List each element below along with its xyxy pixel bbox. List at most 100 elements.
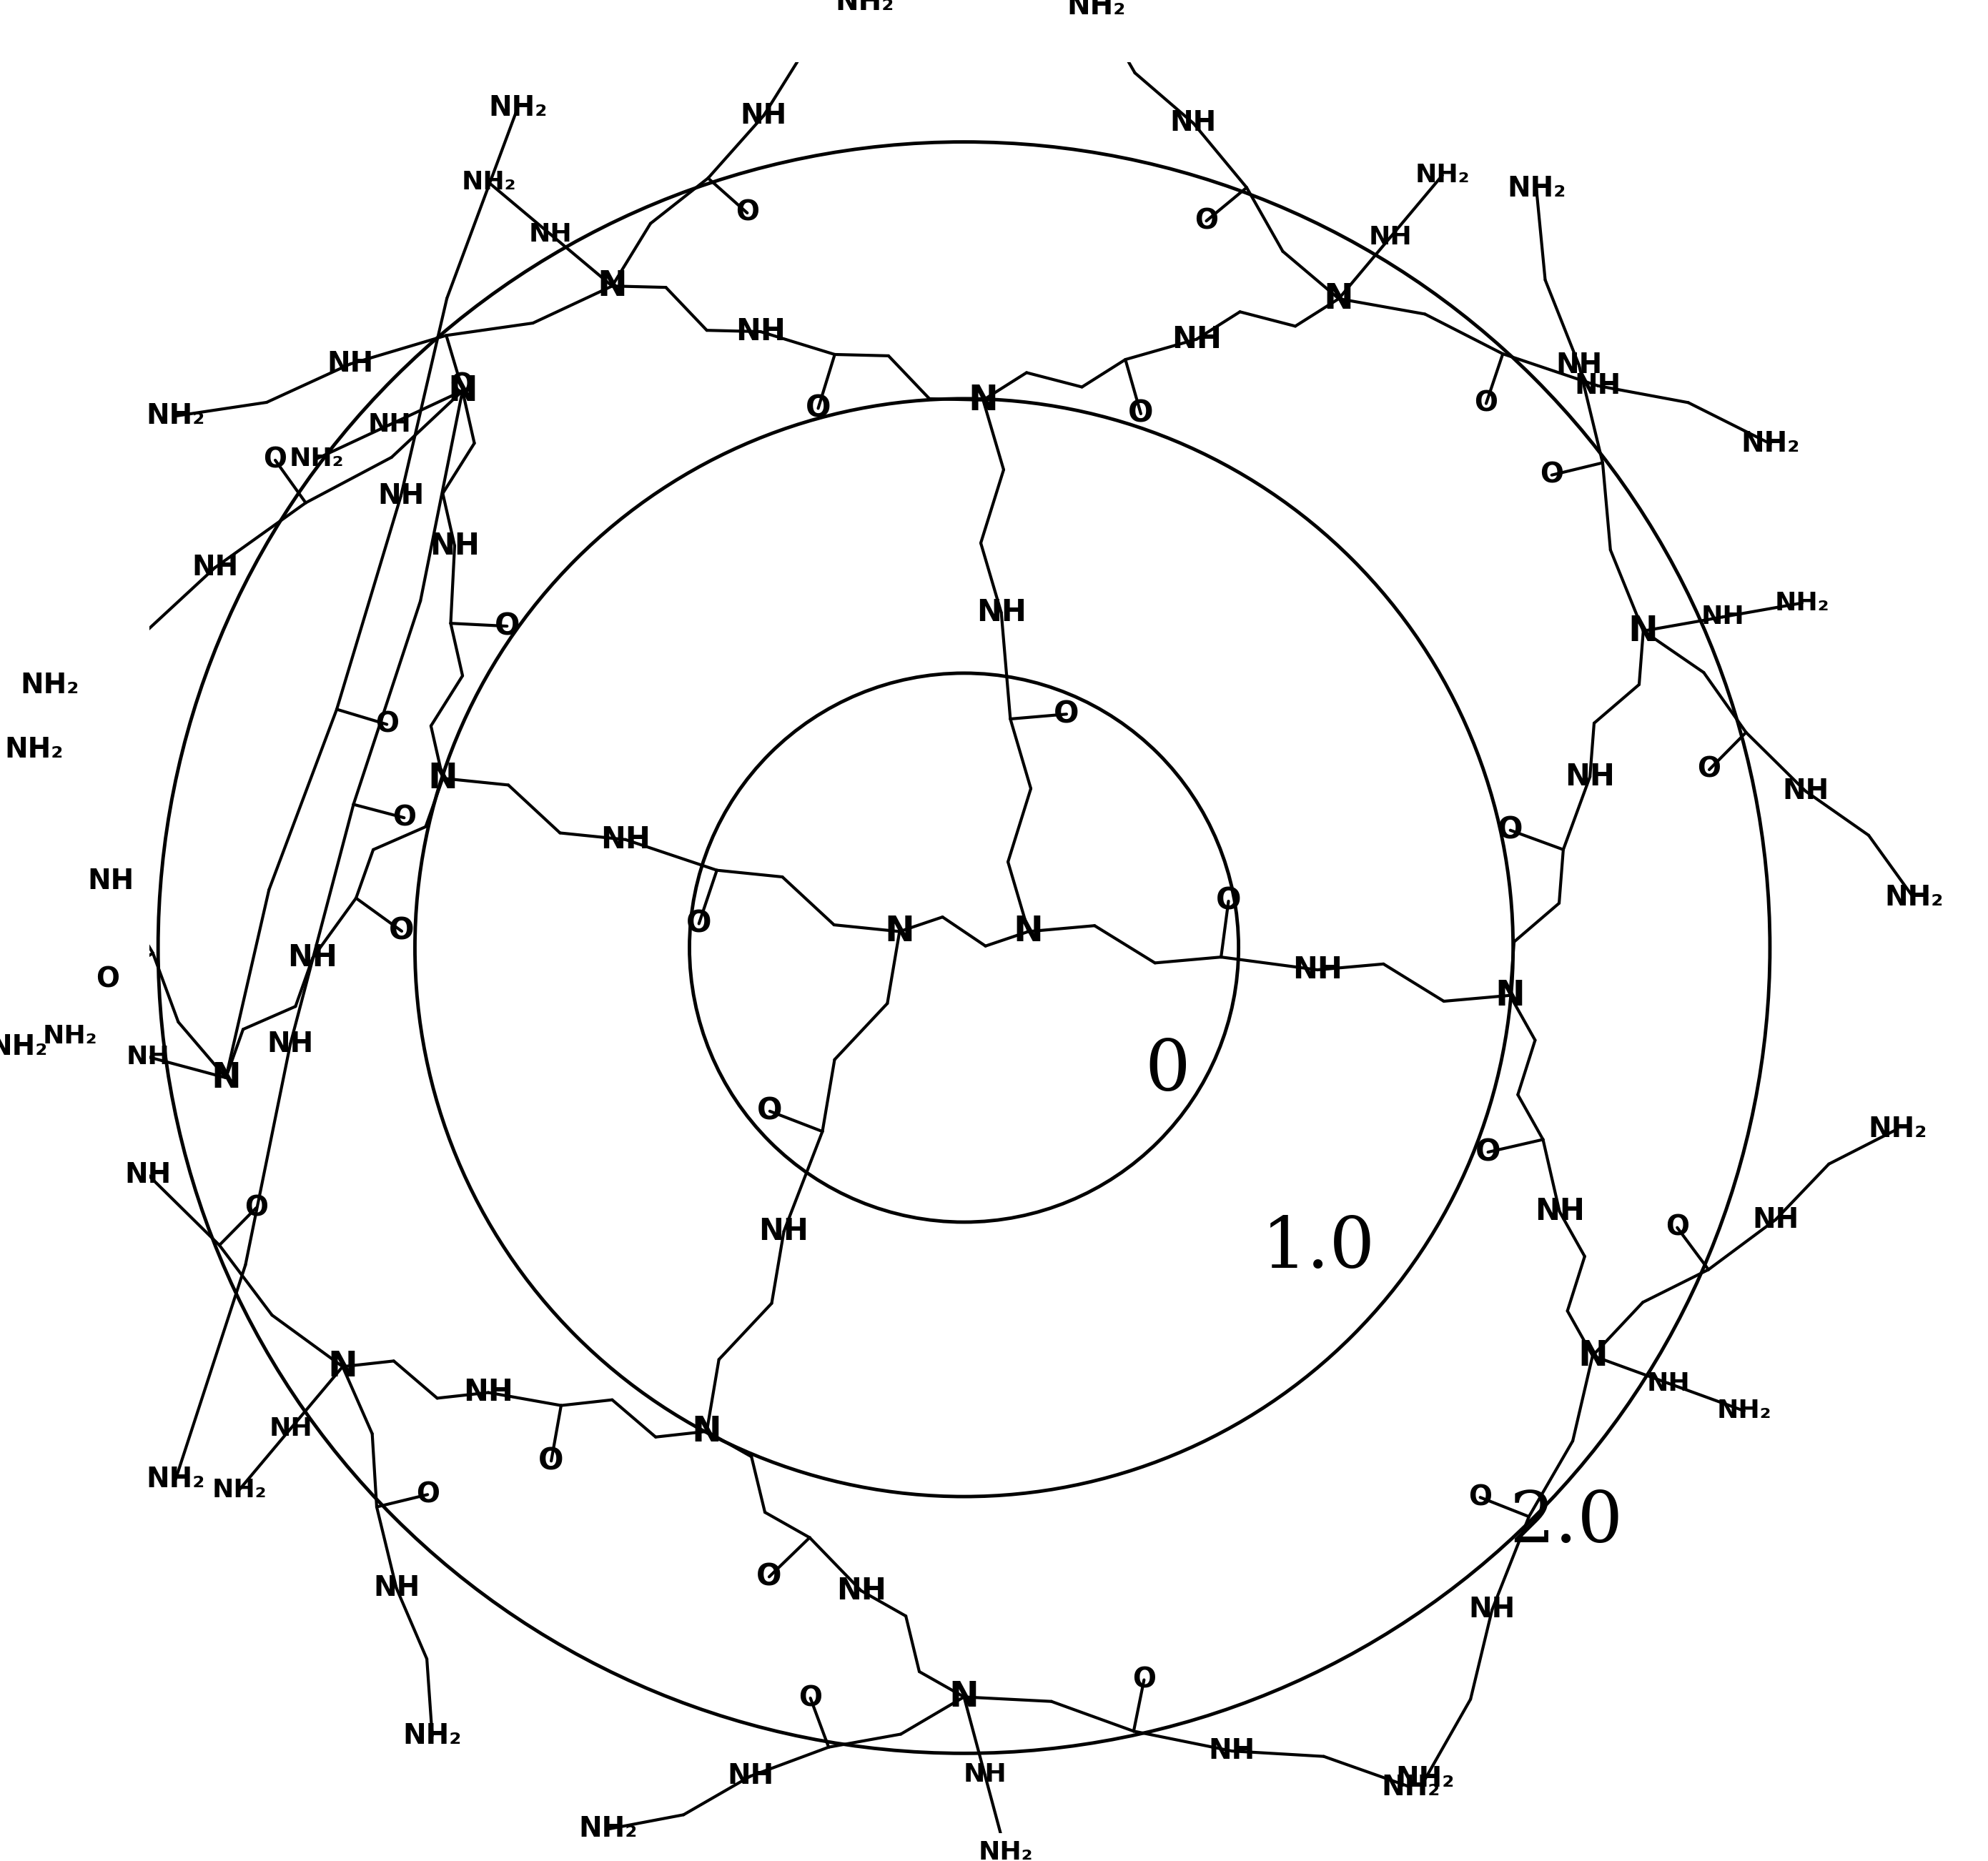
Text: NH: NH: [87, 867, 133, 895]
Text: N: N: [1014, 914, 1044, 949]
Text: O: O: [245, 1195, 268, 1221]
Text: NH: NH: [1702, 605, 1743, 629]
Text: NH₂: NH₂: [404, 1721, 461, 1749]
Text: O: O: [736, 199, 759, 227]
Text: NH: NH: [368, 413, 412, 437]
Text: 0: 0: [1145, 1037, 1191, 1105]
Text: NH₂: NH₂: [1869, 1115, 1926, 1143]
Text: NH₂: NH₂: [1396, 1766, 1455, 1792]
Text: NH₂: NH₂: [1507, 175, 1567, 203]
Text: NH: NH: [1469, 1597, 1515, 1623]
Text: NH₂: NH₂: [489, 95, 547, 121]
Text: 2.0: 2.0: [1509, 1489, 1622, 1558]
Text: NH₂: NH₂: [1068, 0, 1125, 20]
Text: NH: NH: [125, 1161, 171, 1189]
Text: N: N: [1495, 979, 1525, 1012]
Text: NH: NH: [1171, 110, 1217, 136]
Text: O: O: [1541, 462, 1563, 489]
Text: O: O: [757, 1561, 781, 1591]
Text: N: N: [427, 761, 457, 795]
Text: O: O: [799, 1684, 823, 1712]
Text: O: O: [1698, 756, 1722, 783]
Text: NH₂: NH₂: [1718, 1399, 1771, 1424]
Text: NH: NH: [1535, 1197, 1584, 1226]
Text: N: N: [1324, 281, 1354, 316]
Text: NH: NH: [1370, 225, 1411, 249]
Text: NH₂: NH₂: [1775, 590, 1829, 616]
Text: NH: NH: [1646, 1372, 1690, 1396]
Text: NH₂: NH₂: [147, 402, 205, 430]
Text: O: O: [415, 1481, 439, 1507]
Text: NH: NH: [600, 824, 650, 854]
Text: O: O: [1666, 1213, 1690, 1241]
Text: O: O: [264, 447, 286, 475]
Text: NH₂: NH₂: [1382, 1774, 1439, 1801]
Text: NH₂: NH₂: [147, 1466, 205, 1493]
Text: N: N: [328, 1349, 358, 1385]
Text: N: N: [1578, 1338, 1608, 1373]
Text: N: N: [948, 1680, 978, 1714]
Text: NH₂: NH₂: [579, 1816, 638, 1842]
Text: O: O: [1217, 886, 1241, 916]
Text: NH₂: NH₂: [20, 672, 80, 700]
Text: NH: NH: [288, 944, 338, 973]
Text: NH₂: NH₂: [44, 1024, 97, 1048]
Text: N: N: [211, 1061, 241, 1094]
Text: O: O: [1054, 700, 1079, 730]
Text: NH: NH: [326, 350, 374, 378]
Text: N: N: [596, 268, 626, 303]
Text: O: O: [1475, 1137, 1501, 1167]
Text: NH: NH: [529, 221, 573, 246]
Text: O: O: [449, 372, 473, 400]
Text: NH: NH: [1209, 1738, 1254, 1764]
Text: O: O: [1133, 1666, 1155, 1694]
Text: O: O: [686, 908, 712, 938]
Text: NH: NH: [1565, 761, 1614, 791]
Text: NH: NH: [1574, 372, 1620, 400]
Text: NH: NH: [127, 1044, 169, 1068]
Text: O: O: [757, 1096, 783, 1126]
Text: O: O: [805, 393, 831, 424]
Text: NH: NH: [463, 1377, 513, 1407]
Text: NH₂: NH₂: [978, 1841, 1034, 1861]
Text: O: O: [1497, 815, 1523, 845]
Text: O: O: [1195, 207, 1219, 234]
Text: NH: NH: [759, 1217, 809, 1247]
Text: 1.0: 1.0: [1260, 1215, 1376, 1282]
Text: O: O: [1469, 1483, 1493, 1511]
Text: NH: NH: [1751, 1206, 1799, 1234]
Text: O: O: [539, 1446, 565, 1476]
Text: NH: NH: [374, 1574, 419, 1602]
Text: N: N: [968, 383, 998, 417]
Text: NH: NH: [736, 316, 785, 346]
Text: O: O: [376, 711, 400, 739]
Text: N: N: [692, 1414, 722, 1448]
Text: O: O: [1475, 391, 1497, 417]
Text: NH: NH: [378, 482, 423, 510]
Text: N: N: [885, 914, 914, 949]
Text: NH: NH: [268, 1416, 312, 1440]
Text: NH: NH: [962, 1762, 1006, 1787]
Text: NH: NH: [191, 555, 239, 581]
Text: NH: NH: [429, 530, 479, 560]
Text: N: N: [1628, 614, 1658, 648]
Text: O: O: [95, 966, 119, 994]
Text: NH₂: NH₂: [835, 0, 895, 15]
Text: NH: NH: [740, 102, 787, 128]
Text: NH: NH: [1557, 352, 1602, 380]
Text: NH: NH: [1171, 324, 1221, 354]
Text: NH₂: NH₂: [288, 447, 344, 471]
Text: NH₂: NH₂: [1415, 164, 1469, 188]
Text: NH₂: NH₂: [1885, 884, 1942, 912]
Text: NH₂: NH₂: [0, 1033, 48, 1061]
Text: NH₂: NH₂: [1741, 430, 1799, 458]
Text: NH: NH: [976, 597, 1026, 627]
Text: NH: NH: [1292, 955, 1342, 984]
Text: NH₂: NH₂: [211, 1478, 266, 1502]
Text: O: O: [1127, 398, 1153, 428]
Text: O: O: [392, 804, 415, 832]
Text: O: O: [495, 610, 519, 642]
Text: NH₂: NH₂: [461, 171, 517, 195]
Text: NH: NH: [1781, 778, 1829, 804]
Text: NH: NH: [728, 1762, 773, 1790]
